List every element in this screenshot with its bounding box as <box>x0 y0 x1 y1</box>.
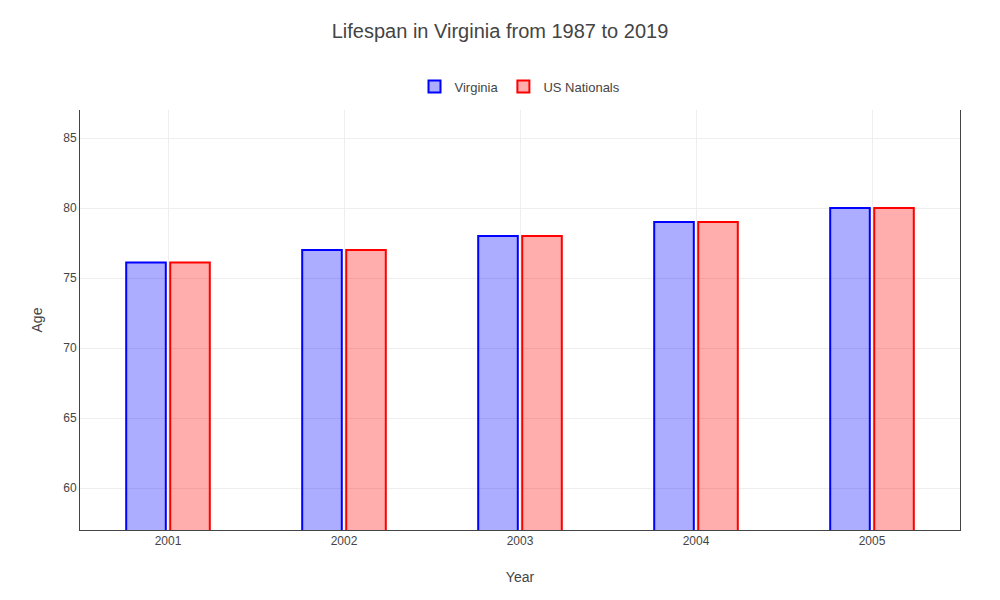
svg-text:Age: Age <box>29 307 45 332</box>
svg-text:70: 70 <box>63 341 77 355</box>
svg-text:2002: 2002 <box>331 534 358 548</box>
svg-text:60: 60 <box>63 481 77 495</box>
svg-text:2003: 2003 <box>507 534 534 548</box>
svg-text:US Nationals: US Nationals <box>543 80 619 95</box>
svg-text:2004: 2004 <box>683 534 710 548</box>
svg-text:Virginia: Virginia <box>455 80 499 95</box>
svg-text:2001: 2001 <box>155 534 182 548</box>
svg-text:85: 85 <box>63 131 77 145</box>
svg-text:Year: Year <box>506 569 535 585</box>
svg-text:2005: 2005 <box>859 534 886 548</box>
svg-text:Lifespan in Virginia from 1987: Lifespan in Virginia from 1987 to 2019 <box>332 20 669 42</box>
svg-text:75: 75 <box>63 271 77 285</box>
svg-text:65: 65 <box>63 411 77 425</box>
svg-text:80: 80 <box>63 201 77 215</box>
